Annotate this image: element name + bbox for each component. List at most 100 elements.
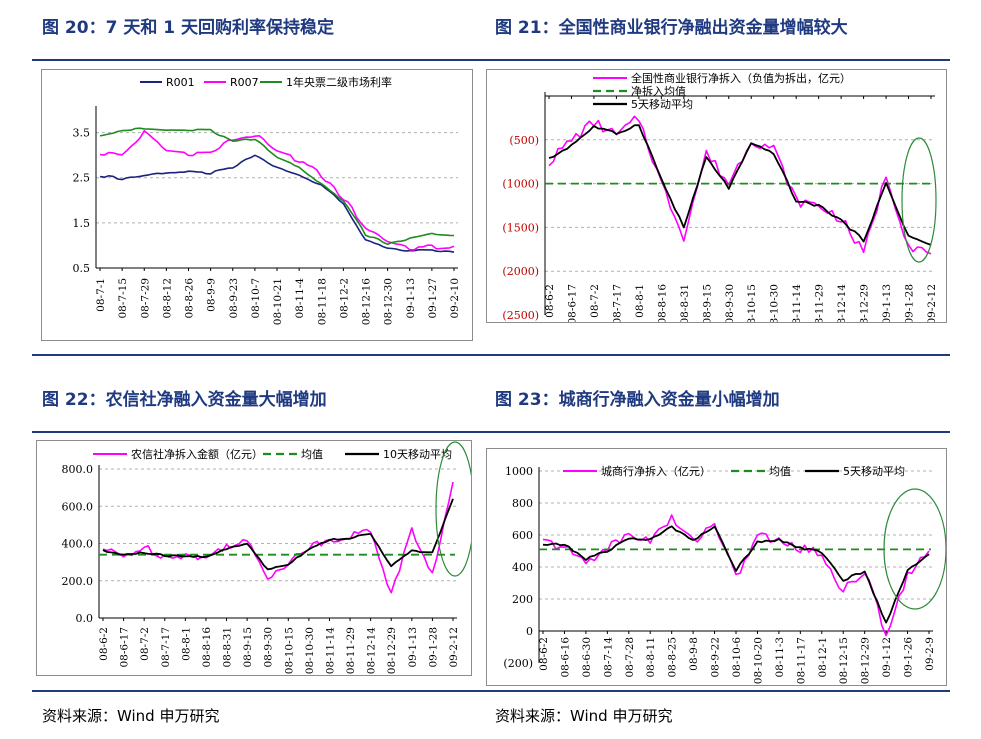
figure-21-title: 图 21：全国性商业银行净融出资金量增幅较大: [495, 18, 848, 38]
x-tick-label: 08-11-14: [791, 284, 803, 322]
highlight-ellipse: [435, 441, 471, 577]
y-tick-label: (1500): [502, 221, 539, 234]
x-tick-label: 08-8-16: [201, 627, 213, 668]
x-tick-label: 08-10-15: [746, 284, 758, 322]
x-tick-label: 08-7-28: [624, 637, 636, 678]
legend-label-0: R001: [166, 76, 195, 89]
x-tick-label: 08-11-14: [324, 627, 336, 674]
x-tick-label: 08-10-7: [250, 278, 262, 319]
y-tick-label: (200): [503, 657, 533, 670]
x-tick-label: 08-8-25: [667, 637, 679, 678]
x-tick-label: 09-1-28: [427, 627, 439, 668]
y-tick-label: 1000: [505, 465, 533, 478]
x-tick-label: 08-10-21: [272, 278, 284, 325]
figure-22-title: 图 22：农信社净融入资金量大幅增加: [42, 390, 327, 410]
y-tick-label: (2000): [502, 265, 539, 278]
x-tick-label: 09-2-12: [926, 284, 938, 322]
x-tick-label: 08-10-30: [769, 284, 781, 322]
y-tick-label: 200.0: [62, 575, 94, 588]
x-tick-label: 08-11-17: [795, 637, 807, 684]
x-tick-label: 08-8-31: [679, 284, 691, 322]
x-tick-label: 08-11-18: [316, 278, 328, 325]
x-tick-label: 08-6-16: [559, 637, 571, 678]
x-tick-label: 08-11-4: [294, 278, 306, 319]
x-tick-label: 08-12-15: [838, 637, 850, 684]
x-tick-label: 08-12-29: [860, 637, 872, 684]
y-tick-label: 2.5: [73, 172, 91, 185]
x-tick-label: 08-8-1: [180, 627, 192, 661]
x-tick-label: 08-12-14: [366, 627, 378, 674]
y-tick-label: (1000): [502, 178, 539, 191]
chart-20-svg: 0.5 1.5 2.5 3.5 08-7-1 08-7-15 08-7-29 08-8-12 0…: [73, 75, 462, 325]
x-tick-label: 08-7-29: [139, 278, 151, 319]
x-tick-label: 08-12-16: [361, 278, 373, 325]
middle-rule: [32, 354, 950, 356]
figure-23-title: 图 23：城商行净融入资金量小幅增加: [495, 390, 780, 410]
y-tick-label: 800: [512, 497, 533, 510]
series-line-0: [548, 115, 932, 255]
x-tick-label: 08-8-26: [184, 278, 196, 319]
highlight-ellipse: [901, 137, 937, 263]
x-tick-label: 08-9-8: [688, 637, 700, 671]
chart-20-panel: 0.5 1.5 2.5 3.5 08-7-1 08-7-15 08-7-29 08-8-12 0…: [41, 69, 473, 341]
x-tick-label: 08-12-29: [386, 627, 398, 674]
x-tick-label: 08-10-15: [283, 627, 295, 674]
y-tick-label: 800.0: [62, 463, 94, 476]
legend-label-2: 1年央票二级市场利率: [286, 75, 392, 89]
x-tick-label: 08-9-15: [701, 284, 713, 322]
x-tick-label: 08-7-2: [589, 284, 601, 318]
x-tick-label: 08-12-14: [836, 284, 848, 322]
lower-rule: [32, 431, 950, 433]
x-tick-label: 09-1-13: [405, 278, 417, 319]
x-tick-label: 09-1-26: [903, 637, 915, 678]
series-line-0: [542, 514, 930, 637]
chart-23-panel: (200) 0 200 400 600 800 1000 08-6-2 08-6-16 08-6-…: [486, 448, 947, 686]
y-tick-label: 400: [512, 561, 533, 574]
x-tick-label: 08-6-2: [98, 627, 110, 661]
legend-label-0: 农信社净拆入金额（亿元）: [131, 447, 263, 461]
x-tick-label: 08-8-12: [161, 278, 173, 319]
x-tick-label: 08-6-2: [544, 284, 556, 318]
legend-label-1: 均值: [769, 465, 791, 478]
x-tick-label: 08-12-1: [817, 637, 829, 678]
y-tick-label: 400.0: [62, 538, 94, 551]
x-tick-label: 09-1-28: [904, 284, 916, 322]
chart-22-panel: 0.0 200.0 400.0 600.0 800.0 08-6-2 08-6-17 08-7…: [36, 440, 472, 676]
x-tick-label: 08-7-14: [602, 637, 614, 678]
x-tick-label: 08-7-17: [160, 627, 172, 668]
x-tick-label: 08-9-15: [242, 627, 254, 668]
y-tick-label: 200: [512, 593, 533, 606]
legend-label-0: 城商行净拆入（亿元）: [601, 464, 711, 478]
top-rule: [32, 59, 950, 61]
x-tick-label: 08-9-22: [710, 637, 722, 678]
series-line-2: [102, 498, 454, 571]
x-tick-label: 08-8-11: [645, 637, 657, 678]
chart-23-svg: (200) 0 200 400 600 800 1000 08-6-2 08-6-16 08-6-…: [503, 464, 946, 684]
legend-label-2: 5天移动平均: [631, 98, 693, 111]
x-tick-label: 08-7-1: [95, 278, 107, 312]
series-line-1: [99, 129, 455, 251]
y-tick-label: 0: [526, 625, 533, 638]
y-tick-label: (2500): [502, 309, 539, 322]
x-tick-label: 08-8-31: [222, 627, 234, 668]
x-tick-label: 08-11-29: [814, 284, 826, 322]
legend-label-1: R007: [230, 76, 259, 89]
x-tick-label: 08-7-17: [611, 284, 623, 322]
x-tick-label: 08-12-2: [338, 278, 350, 319]
y-tick-label: 0.5: [73, 262, 91, 275]
x-tick-label: 09-1-27: [427, 278, 439, 319]
bottom-rule: [32, 690, 950, 692]
x-tick-label: 08-10-30: [304, 627, 316, 674]
legend-label-1: 净拆入均值: [631, 84, 686, 98]
series-line-0: [102, 481, 454, 594]
x-tick-label: 08-6-17: [566, 284, 578, 322]
x-tick-label: 08-8-16: [656, 284, 668, 322]
x-tick-label: 08-7-15: [117, 278, 129, 319]
x-tick-label: 09-2-12: [448, 627, 460, 668]
chart-21-panel: (500) (1000) (1500) (2000) (2500) 08-6-2 08-6-…: [486, 69, 947, 323]
x-tick-label: 08-9-30: [263, 627, 275, 668]
chart-21-svg: (500) (1000) (1500) (2000) (2500) 08-6-2 08-6-…: [502, 71, 938, 322]
series-line-2: [542, 525, 930, 624]
chart-22-svg: 0.0 200.0 400.0 600.0 800.0 08-6-2 08-6-17 08-7…: [62, 441, 471, 674]
legend-label-2: 10天移动平均: [383, 448, 452, 461]
